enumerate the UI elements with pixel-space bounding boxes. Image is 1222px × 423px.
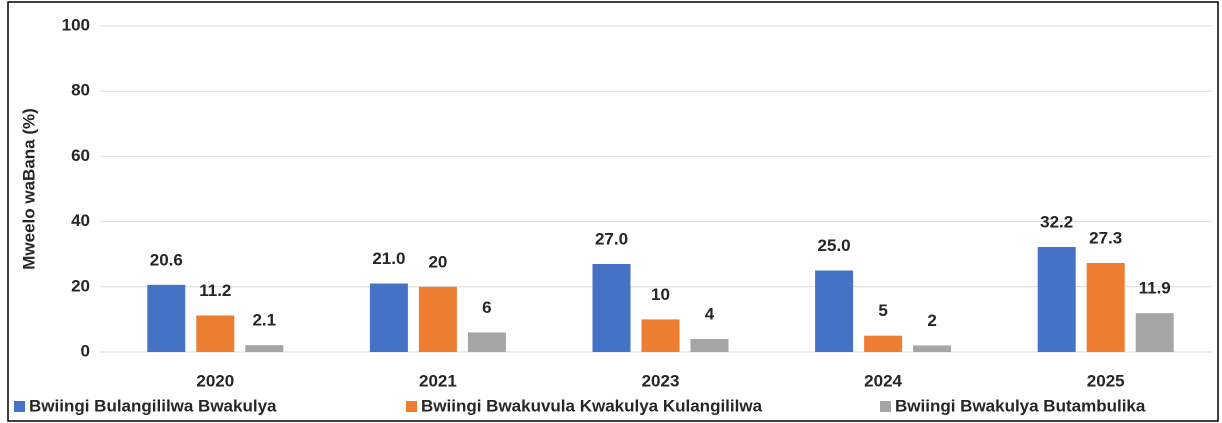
data-label: 20.6 xyxy=(150,250,183,269)
y-tick-label: 100 xyxy=(62,15,90,34)
data-label: 11.9 xyxy=(1139,279,1171,298)
data-label: 20 xyxy=(428,252,447,271)
y-tick-label: 0 xyxy=(81,341,90,360)
data-label: 21.0 xyxy=(372,249,405,268)
data-label: 10 xyxy=(651,285,670,304)
x-tick-label: 2024 xyxy=(864,371,902,390)
bar xyxy=(1037,247,1076,352)
bar xyxy=(467,332,506,352)
data-label: 2 xyxy=(927,311,936,330)
data-label: 32.2 xyxy=(1040,213,1073,232)
data-label: 6 xyxy=(482,298,491,317)
data-label: 27.3 xyxy=(1089,228,1122,247)
x-tick-label: 2021 xyxy=(419,371,457,390)
data-label: 25.0 xyxy=(818,236,851,255)
bar xyxy=(913,345,952,352)
legend-label: Bwiingi Bwakuvula Kwakulya Kulangililwa xyxy=(421,396,763,415)
bar xyxy=(641,319,680,352)
legend-swatch xyxy=(406,401,417,412)
bar xyxy=(245,345,284,352)
data-label: 4 xyxy=(705,304,715,323)
data-label: 27.0 xyxy=(595,229,628,248)
y-axis-title: Mweelo waBana (%) xyxy=(19,108,38,270)
bar xyxy=(1135,313,1174,352)
chart-frame xyxy=(7,1,1219,422)
data-label: 2.1 xyxy=(252,311,276,330)
bar xyxy=(815,270,854,352)
bar xyxy=(592,263,631,352)
bar xyxy=(1086,263,1125,352)
y-tick-label: 80 xyxy=(71,81,90,100)
legend-label: Bwiingi Bwakulya Butambulika xyxy=(895,396,1146,415)
bar xyxy=(418,286,457,352)
y-tick-label: 60 xyxy=(71,146,90,165)
bar xyxy=(196,315,235,352)
legend-swatch xyxy=(880,401,891,412)
bar xyxy=(690,338,729,352)
x-tick-label: 2023 xyxy=(642,371,680,390)
bar xyxy=(147,284,186,352)
y-tick-label: 20 xyxy=(71,276,90,295)
data-label: 5 xyxy=(878,301,887,320)
data-label: 11.2 xyxy=(199,281,231,300)
legend-label: Bwiingi Bulangililwa Bwakulya xyxy=(29,396,277,415)
x-tick-label: 2020 xyxy=(196,371,234,390)
y-tick-label: 40 xyxy=(71,211,90,230)
bar xyxy=(369,283,408,352)
legend-swatch xyxy=(14,401,25,412)
x-tick-label: 2025 xyxy=(1087,371,1125,390)
bar xyxy=(864,335,903,352)
